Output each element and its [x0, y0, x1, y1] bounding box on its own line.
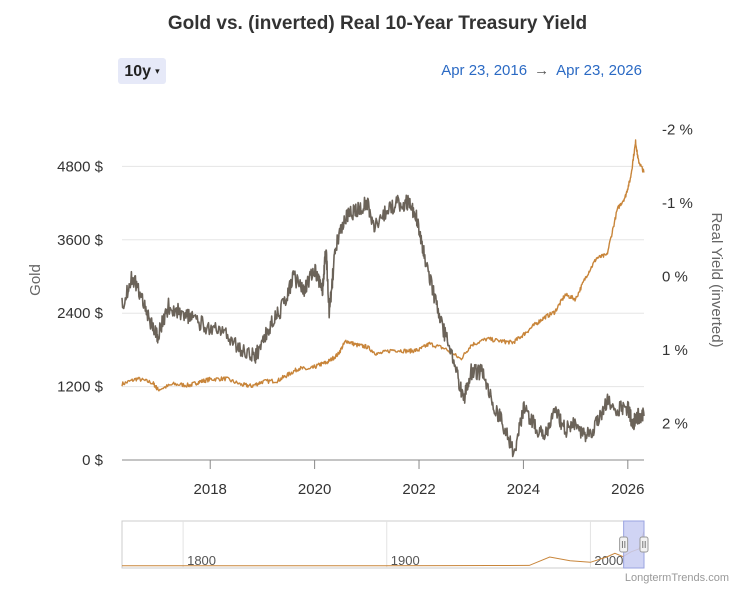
x-tick-label: 2026 — [611, 481, 644, 498]
left-tick-label: 3600 $ — [57, 232, 104, 249]
left-axis-label: Gold — [27, 264, 44, 296]
series-lines — [121, 139, 645, 458]
right-tick-label: 2 % — [662, 415, 688, 432]
navigator-label: 1900 — [391, 553, 420, 568]
right-tick-label: -2 % — [662, 122, 693, 139]
left-tick-label: 1200 $ — [57, 379, 104, 396]
navigator-handle-left[interactable] — [619, 536, 629, 553]
right-tick-label: 1 % — [662, 342, 688, 359]
navigator-frame — [121, 520, 645, 569]
x-tick-label: 2018 — [194, 481, 227, 498]
left-tick-label: 2400 $ — [57, 305, 104, 322]
date-to[interactable]: Apr 23, 2026 — [556, 62, 642, 79]
handle-grip[interactable] — [619, 536, 629, 553]
x-tick-label: 2020 — [298, 481, 331, 498]
date-from[interactable]: Apr 23, 2016 — [441, 62, 528, 79]
series-line-gold — [121, 139, 645, 392]
right-tick-label: 0 % — [662, 269, 688, 286]
handle-grip[interactable] — [639, 536, 649, 553]
series-line-real-yield — [121, 194, 645, 458]
x-tick-label: 2022 — [402, 481, 435, 498]
range-selector-label: 10y — [124, 63, 152, 80]
chevron-down-icon: ▾ — [155, 66, 160, 76]
arrow-right-icon: → — [534, 62, 550, 79]
x-axis: 2018 2020 2022 2024 2026 — [194, 460, 645, 498]
range-selector[interactable]: 10y ▾ — [118, 58, 166, 84]
left-tick-label: 0 $ — [82, 452, 104, 469]
right-axis: 2 % 1 % 0 % -1 % -2 % — [662, 122, 693, 433]
date-range: Apr 23, 2016 → Apr 23, 2026 — [441, 62, 642, 79]
left-tick-label: 4800 $ — [57, 158, 104, 175]
navigator-handle-right[interactable] — [639, 536, 649, 553]
navigator-grid: 1800 1900 2000 — [182, 521, 623, 568]
credit: LongtermTrends.com — [624, 572, 729, 584]
left-axis: 0 $ 1200 $ 2400 $ 3600 $ 4800 $ — [57, 158, 104, 469]
main-chart[interactable]: 0 $ 1200 $ 2400 $ 3600 $ 4800 $ 2 % 1 % 0 % -1 … — [0, 0, 755, 510]
chart-title: Gold vs. (inverted) Real 10-Year Treasur… — [167, 13, 588, 34]
navigator-label: 2000 — [594, 553, 623, 568]
right-tick-label: -1 % — [662, 195, 693, 212]
right-axis-label: Real Yield (inverted) — [708, 212, 725, 347]
navigator-label: 1800 — [187, 553, 216, 568]
x-tick-label: 2024 — [507, 481, 540, 498]
